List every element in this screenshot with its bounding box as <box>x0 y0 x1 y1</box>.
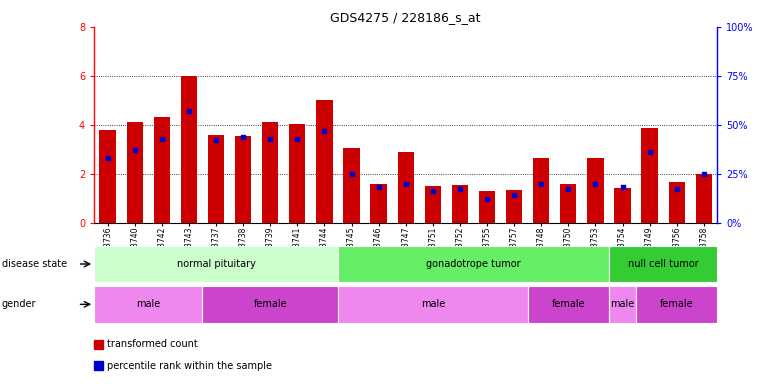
Title: GDS4275 / 228186_s_at: GDS4275 / 228186_s_at <box>331 11 481 24</box>
Point <box>291 136 303 142</box>
Point <box>345 170 358 177</box>
Point <box>237 134 249 140</box>
Text: gender: gender <box>2 299 36 310</box>
Point <box>698 170 710 177</box>
Bar <box>181 76 197 223</box>
Bar <box>338 246 609 282</box>
Bar <box>338 286 528 323</box>
Bar <box>452 185 468 223</box>
Bar <box>202 286 338 323</box>
Bar <box>615 189 630 223</box>
Bar <box>100 130 116 223</box>
Text: female: female <box>253 299 287 310</box>
Point <box>318 127 331 134</box>
Point <box>129 147 141 153</box>
Point <box>264 136 277 142</box>
Bar <box>695 174 712 223</box>
Point <box>101 155 114 161</box>
Bar <box>343 148 360 223</box>
Point <box>372 184 385 190</box>
Text: disease state: disease state <box>2 259 67 269</box>
Bar <box>371 184 387 223</box>
Text: male: male <box>136 299 161 310</box>
Text: male: male <box>421 299 445 310</box>
Text: transformed count: transformed count <box>107 339 198 349</box>
Point <box>454 186 466 192</box>
Point <box>426 188 439 194</box>
Point <box>589 180 601 187</box>
Bar <box>154 118 170 223</box>
Text: male: male <box>611 299 634 310</box>
Text: normal pituitary: normal pituitary <box>176 259 256 269</box>
Bar <box>94 246 338 282</box>
Bar <box>316 100 332 223</box>
Bar <box>397 152 414 223</box>
Bar <box>587 158 604 223</box>
Bar <box>425 186 441 223</box>
Point <box>399 180 412 187</box>
Point <box>535 180 547 187</box>
Point <box>644 149 656 155</box>
Bar <box>126 122 143 223</box>
Point <box>155 136 168 142</box>
Point <box>210 137 223 144</box>
Point <box>616 184 629 190</box>
Bar <box>636 286 717 323</box>
Bar <box>506 190 522 223</box>
Point <box>562 186 575 192</box>
Bar <box>561 184 576 223</box>
Bar <box>641 129 658 223</box>
Text: percentile rank within the sample: percentile rank within the sample <box>107 361 271 371</box>
Bar <box>235 136 251 223</box>
Bar <box>94 286 202 323</box>
Point <box>183 108 195 114</box>
Point <box>508 192 521 199</box>
Bar <box>669 182 685 223</box>
Bar <box>609 246 717 282</box>
Bar <box>533 158 550 223</box>
Bar <box>609 286 636 323</box>
Point <box>670 186 683 192</box>
Bar <box>262 122 278 223</box>
Bar <box>289 124 306 223</box>
Text: female: female <box>551 299 585 310</box>
Point <box>481 196 493 202</box>
Text: gonadotrope tumor: gonadotrope tumor <box>426 259 521 269</box>
Text: null cell tumor: null cell tumor <box>628 259 699 269</box>
Text: female: female <box>660 299 694 310</box>
Bar <box>528 286 609 323</box>
Bar <box>479 191 495 223</box>
Bar <box>208 135 224 223</box>
